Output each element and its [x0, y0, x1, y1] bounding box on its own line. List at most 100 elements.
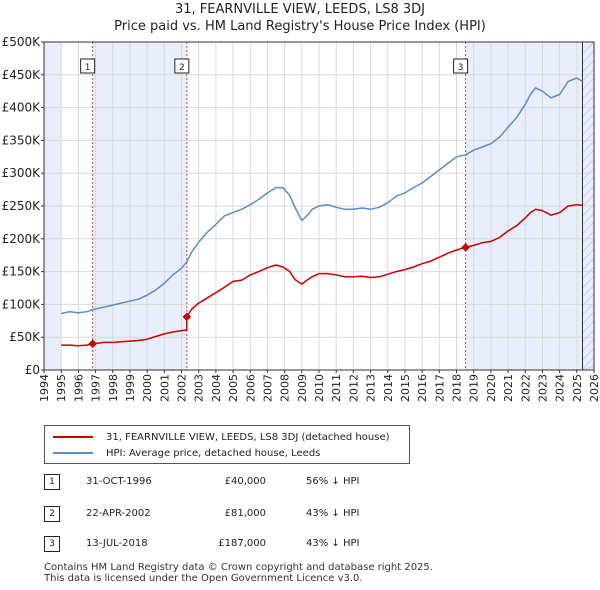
x-tick-label: 1998 [107, 374, 120, 402]
table-row: 2 22-APR-2002 £81,000 43% ↓ HPI [44, 506, 444, 524]
sale-number-label: 1 [85, 63, 91, 73]
hatch-line [582, 230, 595, 244]
hatch-line [582, 356, 595, 370]
x-tick-label: 1994 [38, 374, 51, 402]
hatch-line [582, 338, 595, 352]
hatch-line [582, 131, 595, 145]
price-chart: £0 £50K £100K £150K £200K £250K £300K £350K £400… [2, 35, 600, 402]
chart-legend: 31, FEARNVILLE VIEW, LEEDS, LS8 3DJ (det… [44, 425, 410, 464]
footer-line-1: Contains HM Land Registry data © Crown c… [44, 562, 433, 573]
sale-point [88, 339, 97, 349]
sale-point [182, 312, 192, 322]
chart-subtitle: Price paid vs. HM Land Registry's House … [114, 19, 486, 34]
hatch-line [582, 266, 595, 280]
y-tick-label: £500K [2, 35, 42, 49]
chart-title: 31, FEARNVILLE VIEW, LEEDS, LS8 3DJ [175, 2, 425, 17]
sale-number-label: 3 [458, 63, 464, 73]
x-tick-label: 1997 [90, 374, 103, 402]
hatch-line [582, 302, 595, 316]
x-tick-label: 2024 [554, 374, 567, 402]
row-date: 22-APR-2002 [86, 508, 151, 519]
x-tick-label: 2018 [451, 374, 464, 402]
row-price: £40,000 [224, 476, 266, 487]
legend-item-hpi: HPI: Average price, detached house, Leed… [53, 445, 320, 461]
x-tick-label: 2020 [485, 374, 498, 402]
hatch-line [582, 140, 595, 154]
x-tick-label: 2022 [519, 374, 532, 402]
sale-number-box [80, 58, 96, 74]
y-tick-label: £350K [2, 133, 42, 147]
row-hpi-diff: 43% ↓ HPI [306, 508, 360, 519]
footer-line-2: This data is licensed under the Open Gov… [44, 573, 363, 584]
table-row: 3 13-JUL-2018 £187,000 43% ↓ HPI [44, 536, 444, 554]
y-tick-label: £250K [2, 199, 42, 213]
x-tick-label: 2002 [176, 374, 189, 402]
hatch-line [582, 329, 595, 343]
hatch-line [582, 149, 595, 163]
x-tick-label: 2000 [141, 374, 154, 402]
y-tick-label: £400K [2, 101, 42, 115]
x-tick-label: 2011 [330, 374, 343, 402]
x-tick-label: 2019 [468, 374, 481, 402]
hatch-line [582, 185, 595, 199]
y-tick-label: £50K [9, 330, 41, 344]
x-tick-label: 2006 [244, 374, 257, 402]
legend-label-property: 31, FEARNVILLE VIEW, LEEDS, LS8 3DJ (det… [106, 431, 390, 443]
hatch-line [582, 257, 595, 271]
hatch-line [582, 77, 595, 91]
hatch-line [582, 41, 595, 55]
hatch-line [582, 167, 595, 181]
hatch-line [582, 239, 595, 253]
hatch-line [582, 365, 595, 371]
x-tick-label: 2026 [588, 374, 600, 402]
x-tick-label: 2014 [382, 374, 395, 402]
x-tick-label: 2016 [416, 374, 429, 402]
sale-number-box [174, 58, 190, 74]
y-tick-label: £0 [25, 363, 40, 377]
row-price: £81,000 [224, 508, 266, 519]
legend-swatch-blue [53, 452, 93, 454]
hatch-line [582, 347, 595, 361]
x-tick-label: 2009 [296, 374, 309, 402]
sale-point [461, 242, 470, 252]
y-tick-label: £200K [2, 232, 42, 246]
x-tick-label: 2012 [347, 374, 360, 402]
table-row: 1 31-OCT-1996 £40,000 56% ↓ HPI [44, 474, 444, 492]
x-tick-label: 2003 [193, 374, 206, 402]
hatch-line [582, 320, 595, 334]
row-date: 31-OCT-1996 [86, 476, 152, 487]
hatch-line [582, 86, 595, 100]
row-number-badge: 3 [44, 536, 60, 552]
y-tick-label: £450K [2, 68, 42, 82]
hatch-line [582, 248, 595, 262]
hatch-line [582, 113, 595, 127]
x-tick-label: 2007 [261, 374, 274, 402]
row-hpi-diff: 56% ↓ HPI [306, 476, 360, 487]
x-tick-label: 1995 [55, 374, 68, 402]
hatch-line [582, 194, 595, 208]
hatch-line [582, 212, 595, 226]
row-date: 13-JUL-2018 [86, 538, 148, 549]
x-tick-label: 2013 [365, 374, 378, 402]
hatch-line [582, 104, 595, 118]
hatch-line [582, 284, 595, 298]
sale-number-box [453, 58, 469, 74]
row-price: £187,000 [218, 538, 266, 549]
hatch-line [582, 176, 595, 190]
hatch-line [582, 221, 595, 235]
x-tick-label: 2008 [279, 374, 292, 402]
price-series-line [61, 203, 583, 347]
row-number-badge: 1 [44, 474, 60, 490]
x-tick-label: 2010 [313, 374, 326, 402]
legend-item-property: 31, FEARNVILLE VIEW, LEEDS, LS8 3DJ (det… [53, 429, 390, 445]
row-number-badge: 2 [44, 506, 60, 522]
x-tick-label: 1996 [72, 374, 85, 402]
hatch-line [582, 311, 595, 325]
x-tick-label: 2025 [571, 374, 584, 402]
hatch-line [582, 158, 595, 172]
hatch-line [582, 122, 595, 136]
x-tick-label: 2021 [502, 374, 515, 402]
hatch-line [582, 95, 595, 109]
hatch-line [582, 50, 595, 64]
hatch-line [582, 275, 595, 289]
